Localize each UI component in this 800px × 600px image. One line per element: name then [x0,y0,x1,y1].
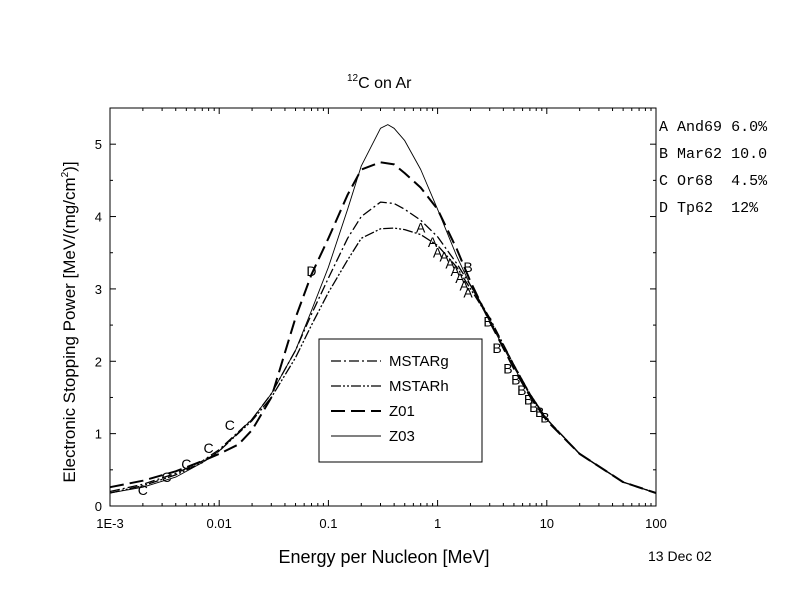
data-marker-b: B [483,313,492,329]
x-tick-label: 0.01 [207,516,232,531]
y-tick-label: 1 [95,427,102,442]
y-axis-label-superscript: 2 [60,171,71,177]
side-legend-ref: Mar62 [677,146,722,163]
data-marker-b: B [535,404,544,420]
data-marker-a: A [455,270,465,286]
data-marker-c: C [204,440,214,456]
legend-box [318,338,483,463]
chart-title-text: C on Ar [358,75,412,92]
y-axis-label-end: )] [60,161,79,171]
side-legend: A And69 6.0% B Mar62 10.0 C Or68 4.5% D … [659,119,768,217]
data-marker-a: A [463,285,473,301]
side-legend-err: 10.0 [731,146,767,163]
data-marker-c: C [181,456,191,472]
x-tick-label: 1 [434,516,441,531]
data-marker-b: B [540,410,549,426]
axis-ticks: 1E-3 0.01 0.1 1 10 100 0 1 2 3 4 5 [95,108,667,531]
date-stamp: 13 Dec 02 [648,548,712,564]
x-tick-label: 0.1 [319,516,337,531]
side-legend-err: 4.5% [731,173,768,190]
legend-label-z01: Z01 [389,403,415,420]
side-legend-ref: Tp62 [677,200,713,217]
chart-title: 12C on Ar [347,73,412,92]
data-marker-a: A [416,219,426,235]
data-marker-b: B [511,371,520,387]
data-marker-b: B [529,399,538,415]
data-marker-b: B [517,382,526,398]
x-tick-label: 1E-3 [96,516,123,531]
legend-label-z03: Z03 [389,428,415,445]
legend-label-mstarg: MSTARg [389,353,449,370]
side-legend-code: B [659,146,668,163]
side-legend-err: 6.0% [731,119,768,136]
x-tick-label: 10 [540,516,554,531]
plot-frame [109,107,657,507]
side-legend-ref: Or68 [677,173,713,190]
series-line-z01 [109,161,657,494]
x-tick-label: 100 [645,516,667,531]
y-axis-label: Electronic Stopping Power [MeV/(mg/cm2)] [60,161,79,482]
side-legend-row: C Or68 4.5% [659,173,768,190]
data-marker-c: C [138,482,148,498]
series-line-z03 [109,124,657,494]
x-axis-label: Energy per Nucleon [MeV] [278,547,489,567]
side-legend-row: B Mar62 10.0 [659,146,767,163]
data-marker-c: C [162,469,172,485]
data-marker-a: A [451,263,461,279]
data-marker-a: A [459,277,469,293]
legend-label-mstarh: MSTARh [389,378,449,395]
data-marker-c: C [225,417,235,433]
side-legend-code: A [659,119,668,136]
data-marker-d: D [306,263,316,279]
y-tick-label: 4 [95,210,102,225]
data-marker-a: A [445,256,455,272]
data-marker-a: A [428,234,438,250]
y-tick-label: 3 [95,282,102,297]
data-marker-b: B [492,340,501,356]
legend: MSTARg MSTARh Z01 Z03 [318,338,483,463]
y-tick-label: 2 [95,354,102,369]
y-tick-label: 0 [95,499,102,514]
side-legend-ref: And69 [677,119,722,136]
side-legend-row: A And69 6.0% [659,119,768,136]
side-legend-code: D [659,200,668,217]
y-axis-label-main: Electronic Stopping Power [MeV/(mg/cm [60,177,79,482]
data-marker-b: B [463,259,472,275]
side-legend-row: D Tp62 12% [659,200,759,217]
data-marker-b: B [524,392,533,408]
series-curves [109,124,657,494]
side-legend-code: C [659,173,668,190]
chart-title-superscript: 12 [347,73,359,84]
data-marker-b: B [503,361,512,377]
y-tick-label: 5 [95,137,102,152]
data-marker-a: A [440,248,450,264]
data-marker-a: A [433,245,443,261]
side-legend-err: 12% [731,200,759,217]
